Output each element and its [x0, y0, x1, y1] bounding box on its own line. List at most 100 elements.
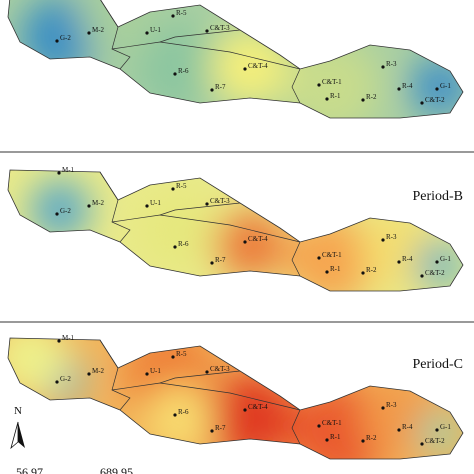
station-dot [87, 31, 91, 35]
station-label: R-5 [176, 350, 187, 358]
station-label: R-6 [178, 67, 189, 75]
station-dot [57, 339, 61, 343]
station-dot [420, 442, 424, 446]
station-dot [173, 413, 177, 417]
station-label: R-7 [215, 256, 226, 264]
station-dot [171, 14, 175, 18]
surface-blob [205, 373, 295, 459]
station-dot [205, 202, 209, 206]
surface-blob [280, 37, 380, 118]
station-dot [243, 67, 247, 71]
north-arrow: N [10, 405, 25, 450]
station-label: G-2 [60, 375, 71, 383]
station-dot [381, 238, 385, 242]
surface-blob [418, 411, 462, 455]
district-border [159, 202, 241, 216]
station-label: G-2 [60, 34, 71, 42]
station-dot [317, 424, 321, 428]
outline [7, 169, 464, 292]
station-dot [435, 428, 439, 432]
station-dot [381, 65, 385, 69]
station-dot [397, 260, 401, 264]
station-label: M-2 [92, 367, 105, 375]
station-label: G-1 [440, 82, 451, 90]
station-dot [210, 88, 214, 92]
district-border [111, 41, 301, 70]
station-dot [171, 355, 175, 359]
station-label: C&T-3 [210, 197, 230, 205]
station-label: R-2 [366, 434, 377, 442]
station-label: R-1 [330, 433, 341, 441]
legend-max: 689.95 [100, 465, 133, 474]
station-label: G-1 [440, 255, 451, 263]
station-dot [420, 274, 424, 278]
station-label: C&T-3 [210, 24, 230, 32]
station-label: R-3 [386, 233, 397, 241]
station-dot [171, 187, 175, 191]
station-label: U-1 [150, 367, 161, 375]
station-dot [325, 270, 329, 274]
legend-min: 56.97 [16, 465, 43, 474]
station-dot [145, 372, 149, 376]
station-label: R-3 [386, 401, 397, 409]
station-label: C&T-1 [322, 78, 342, 86]
surface-blob [215, 210, 285, 280]
station-label: R-6 [178, 240, 189, 248]
station-dot [205, 29, 209, 33]
station-label: R-4 [402, 82, 413, 90]
district-border [291, 409, 301, 445]
station-label: R-1 [330, 265, 341, 273]
station-dot [210, 429, 214, 433]
station-label: M-1 [62, 334, 75, 342]
north-label: N [14, 405, 22, 417]
station-dot [87, 204, 91, 208]
station-dot [57, 171, 61, 175]
station-dot [317, 256, 321, 260]
station-label: U-1 [150, 26, 161, 34]
station-label: C&T-3 [210, 365, 230, 373]
station-dot [361, 98, 365, 102]
surface-blob [135, 22, 225, 112]
district-border [159, 370, 241, 384]
station-label: R-4 [402, 423, 413, 431]
station-label: R-6 [178, 408, 189, 416]
station-label: C&T-2 [425, 269, 445, 277]
station-label: C&T-4 [248, 403, 268, 411]
outline [7, 0, 464, 119]
station-label: R-7 [215, 424, 226, 432]
station-dot [435, 260, 439, 264]
station-dot [173, 245, 177, 249]
surface-blob [30, 180, 90, 240]
station-label: C&T-2 [425, 437, 445, 445]
station-dot [145, 31, 149, 35]
station-label: C&T-1 [322, 419, 342, 427]
station-dot [361, 271, 365, 275]
station-label: U-1 [150, 199, 161, 207]
station-label: G-1 [440, 423, 451, 431]
station-label: M-2 [92, 26, 105, 34]
station-label: C&T-1 [322, 251, 342, 259]
station-dot [435, 87, 439, 91]
station-label: M-1 [62, 166, 75, 174]
station-label: C&T-4 [248, 235, 268, 243]
station-label: R-4 [402, 255, 413, 263]
surface [8, 0, 463, 118]
outline [7, 337, 464, 460]
station-dot [145, 204, 149, 208]
station-label: C&T-4 [248, 62, 268, 70]
station-label: R-3 [386, 60, 397, 68]
surface-blob [415, 240, 463, 290]
station-dot [55, 212, 59, 216]
station-dot [205, 370, 209, 374]
station-label: R-5 [176, 182, 187, 190]
district-border [111, 382, 301, 411]
station-label: R-5 [176, 9, 187, 17]
station-label: M-2 [92, 199, 105, 207]
station-label: R-1 [330, 92, 341, 100]
map-panel: Period-B M-1 M-2 G-2 U-1 R-5 C&T-3 R-6 C&T-4 R-7 C… [7, 166, 464, 292]
station-dot [173, 72, 177, 76]
station-label: R-2 [366, 266, 377, 274]
station-dot [325, 97, 329, 101]
map-panel: M-2 G-2 U-1 R-5 C&T-3 R-6 C&T-4 R-7 C&T-1 R-3 R-2 R… [7, 0, 464, 119]
